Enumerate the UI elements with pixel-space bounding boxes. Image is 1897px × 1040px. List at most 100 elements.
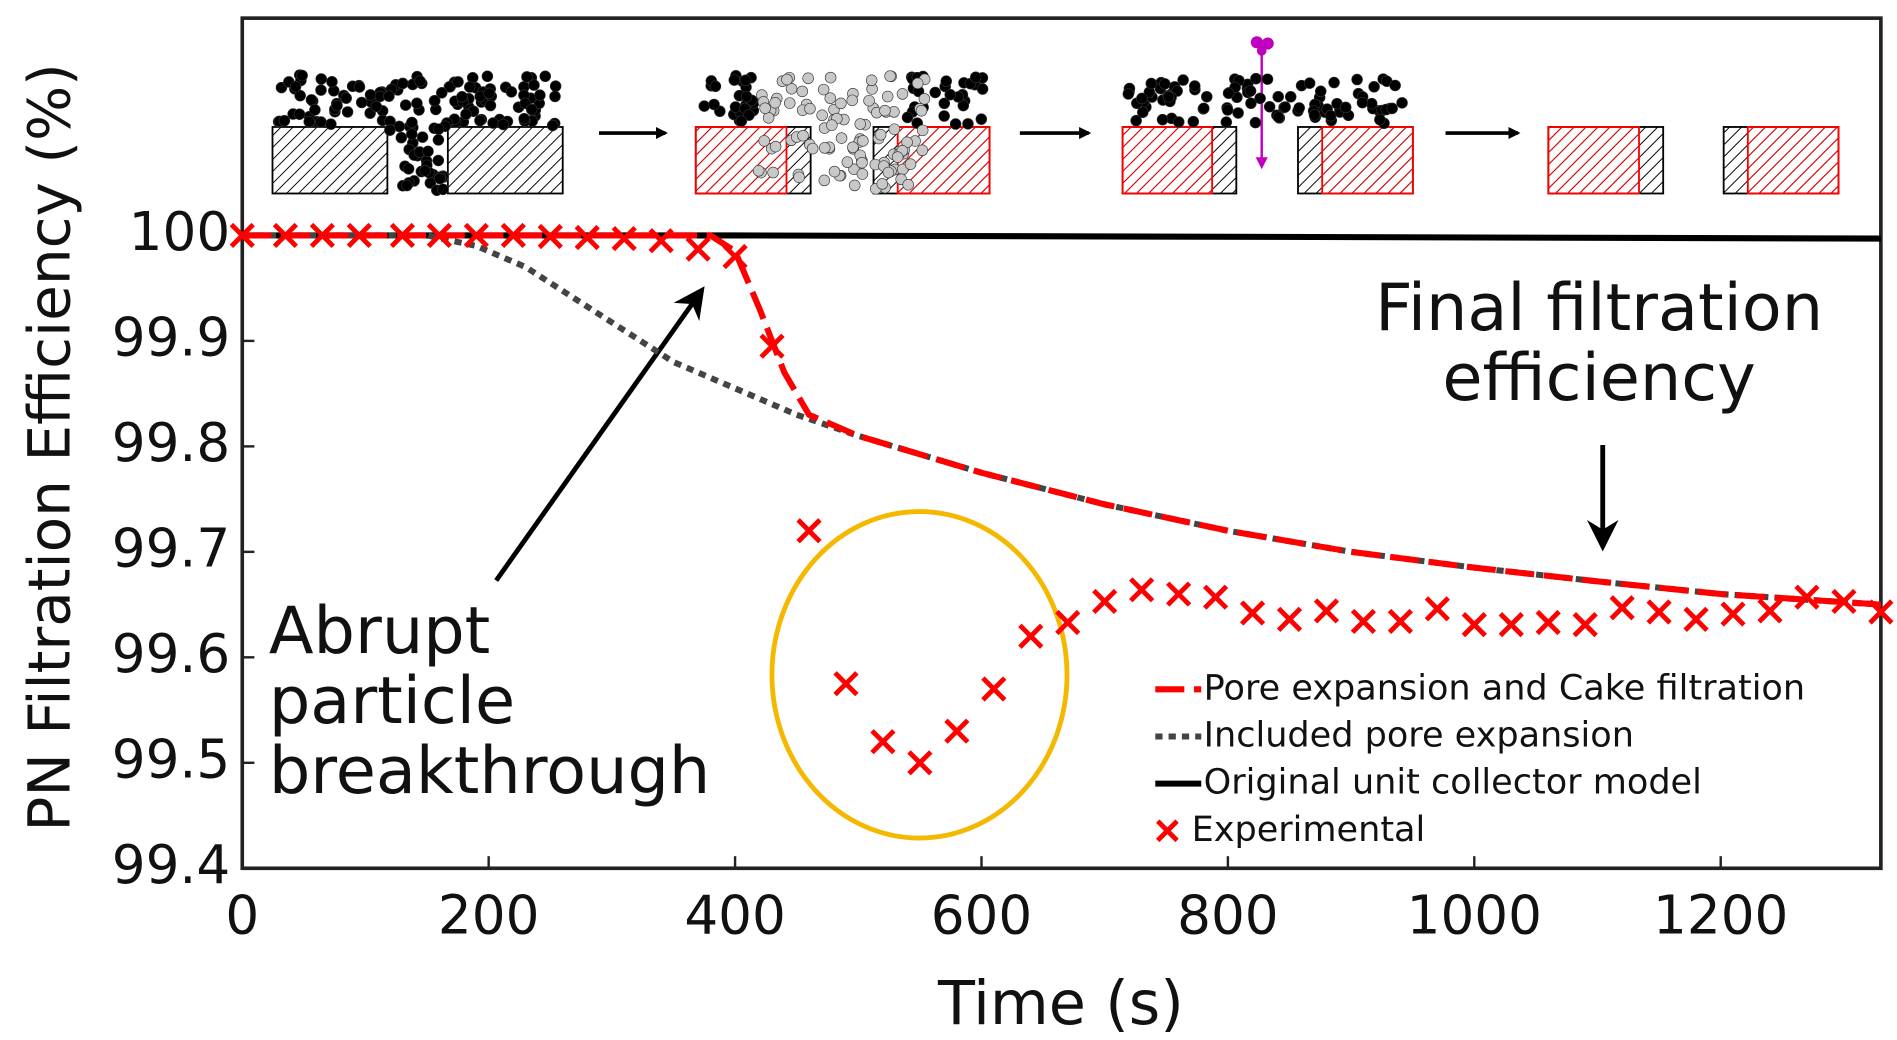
particle-dot <box>482 71 493 82</box>
particle-dot <box>1163 91 1174 102</box>
particle-dot <box>905 159 916 170</box>
particle-dot <box>401 180 412 191</box>
particle-dot <box>855 119 866 130</box>
particle-dot <box>1222 104 1233 115</box>
particle-dot <box>383 91 394 102</box>
particle-dot <box>498 119 509 130</box>
particle-dot <box>857 157 868 168</box>
particle-dot <box>506 86 517 97</box>
particle-dot <box>805 103 816 114</box>
particle-dot <box>916 105 927 116</box>
particle-dot <box>534 90 545 101</box>
particle-dot <box>1255 93 1266 104</box>
particle-dot <box>309 104 320 115</box>
particle-dot <box>847 142 858 153</box>
wall <box>273 127 388 194</box>
particle-dot <box>1264 101 1275 112</box>
y-tick-label: 99.9 <box>112 307 230 369</box>
wall-expanded <box>1748 127 1839 194</box>
particle-dot <box>356 97 367 108</box>
particle-dot <box>1146 78 1157 89</box>
particle-dot <box>794 172 805 183</box>
particle-dot <box>879 105 890 116</box>
particle-dot <box>912 78 923 89</box>
particle-dot <box>835 98 846 109</box>
chart: Time (s) PN Filtration Efficiency (%) 02… <box>0 0 1897 1040</box>
particle-dot <box>484 88 495 99</box>
particle-dot <box>1304 78 1315 89</box>
particle-dot <box>1233 108 1244 119</box>
particle-dot <box>829 166 840 177</box>
particle-dot <box>770 97 781 108</box>
particle-dot <box>1250 73 1261 84</box>
particle-dot <box>1245 85 1256 96</box>
particle-dot <box>457 91 468 102</box>
y-tick-label: 99.8 <box>112 412 230 474</box>
particle-dot <box>325 119 336 130</box>
particle-dot <box>730 102 741 113</box>
y-tick-label: 99.6 <box>112 623 230 685</box>
y-tick-label: 99.5 <box>112 728 230 790</box>
particle-dot <box>1136 93 1147 104</box>
legend-label: Original unit collector model <box>1204 762 1702 803</box>
particle-dot <box>526 104 537 115</box>
particle-dot <box>1340 102 1351 113</box>
wall-expanded <box>1322 127 1413 194</box>
particle-dot <box>1374 114 1385 125</box>
particle-dot <box>1173 117 1184 128</box>
annotation: breakthrough <box>269 733 710 809</box>
particle-dot <box>857 169 868 180</box>
wall <box>448 127 563 194</box>
annotation: efficiency <box>1442 340 1755 416</box>
particle-dot <box>397 78 408 89</box>
particle-dot <box>485 100 496 111</box>
particle-dot <box>1352 74 1363 85</box>
x-tick-label: 600 <box>931 885 1033 947</box>
wall-expanded <box>1548 127 1639 194</box>
particle-dot <box>1188 116 1199 127</box>
annotation: particle <box>269 663 515 739</box>
particle-dot <box>415 76 426 87</box>
particle-dot <box>768 167 779 178</box>
annotation: Final filtration <box>1375 270 1823 346</box>
particle-dot <box>411 98 422 109</box>
particle-dot <box>970 72 981 83</box>
x-tick-label: 200 <box>438 885 540 947</box>
y-tick-label: 99.4 <box>112 834 230 896</box>
particle-dot <box>877 178 888 189</box>
particle-dot <box>316 85 327 96</box>
particle-dot <box>976 114 987 125</box>
particle-dot <box>550 81 561 92</box>
particle <box>1257 46 1267 56</box>
particle-dot <box>885 71 896 82</box>
particle-dot <box>438 184 449 195</box>
particle-dot <box>461 109 472 120</box>
particle-dot <box>294 109 305 120</box>
particle-dot <box>753 165 764 176</box>
particle-dot <box>883 167 894 178</box>
particle-dot <box>354 82 365 93</box>
particle-dot <box>434 173 445 184</box>
x-tick-label: 1200 <box>1653 885 1788 947</box>
particle-dot <box>826 120 837 131</box>
particle-dot <box>825 93 836 104</box>
y-tick-label: 99.7 <box>112 517 230 579</box>
particle-dot <box>807 143 818 154</box>
particle-dot <box>384 125 395 136</box>
particle-dot <box>365 89 376 100</box>
particle-dot <box>327 76 338 87</box>
particle-dot <box>729 75 740 86</box>
particle-dot <box>847 95 858 106</box>
particle-dot <box>550 91 561 102</box>
particle-dot <box>519 113 530 124</box>
wall-expanded <box>696 127 787 194</box>
particle-dot <box>332 100 343 111</box>
particle-dot <box>1221 117 1232 128</box>
particle-dot <box>939 111 950 122</box>
particle-dot <box>770 141 781 152</box>
particle-dot <box>290 81 301 92</box>
particle-dot <box>342 106 353 117</box>
particle-dot <box>1329 77 1340 88</box>
particle-dot <box>306 94 317 105</box>
particle-dot <box>1357 97 1368 108</box>
